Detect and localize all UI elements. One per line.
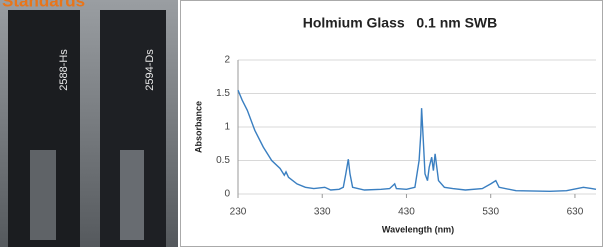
y-axis-label: Absorbance: [193, 101, 203, 153]
x-tick-label: 530: [482, 207, 499, 218]
x-tick-label: 330: [314, 207, 331, 218]
y-tick-label: 2: [224, 55, 230, 66]
cuvette-window: [120, 150, 144, 240]
chart-title: Holmium Glass 0.1 nm SWB: [303, 15, 498, 31]
x-tick-label: 230: [230, 207, 247, 218]
header-title: Standards: [2, 0, 85, 10]
x-tick-label: 430: [398, 207, 415, 218]
cuvette-label: 2588-Hs: [58, 49, 70, 91]
y-tick-label: 1: [224, 122, 230, 133]
page: 2588-Hs 2594-Ds Standards Holmium Glass …: [0, 0, 603, 247]
x-axis-label: Wavelength (nm): [382, 224, 454, 234]
cuvette-label: 2594-Ds: [144, 49, 156, 91]
cuvette-window: [30, 150, 56, 240]
figure: 2588-Hs 2594-Ds Standards Holmium Glass …: [0, 0, 603, 247]
y-tick-label: 0: [224, 189, 230, 200]
x-tick-label: 630: [567, 207, 584, 218]
y-tick-label: 1.5: [216, 88, 230, 99]
y-tick-label: 0.5: [216, 155, 230, 166]
